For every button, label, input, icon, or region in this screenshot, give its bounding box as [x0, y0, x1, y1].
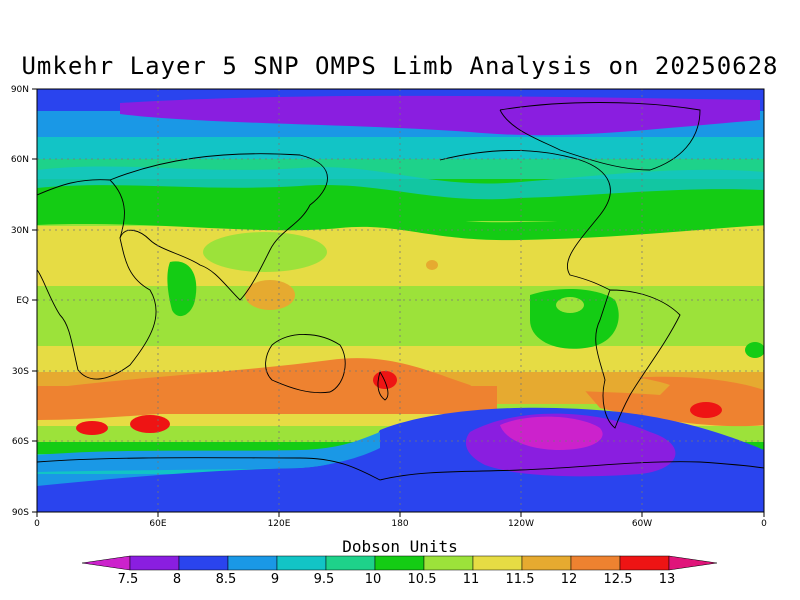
colorbar-label: 9	[271, 572, 279, 587]
colorbar-label: 11.5	[506, 572, 535, 587]
colorbar: 7.5 8 8.5 9 9.5 10 10.5 11 11.5 12 12.5 13	[81, 555, 718, 587]
y-tick-label: EQ	[16, 296, 29, 306]
y-tick-label: 30N	[11, 226, 29, 236]
colorbar-arrow-low	[81, 555, 131, 571]
colorbar-swatch	[619, 555, 670, 571]
x-tick-label: 120W	[508, 519, 534, 529]
colorbar-swatch	[423, 555, 474, 571]
y-tick-label: 60S	[12, 437, 29, 447]
x-tick-label: 60W	[632, 519, 652, 529]
x-tick-label: 0	[761, 519, 767, 529]
colorbar-label: 10.5	[408, 572, 437, 587]
colorbar-label: 8.5	[216, 572, 237, 587]
x-tick-label: 0	[34, 519, 40, 529]
colorbar-swatch	[570, 555, 621, 571]
gridlines	[37, 89, 764, 512]
x-tick-label: 60E	[149, 519, 166, 529]
colorbar-swatch	[374, 555, 425, 571]
colorbar-swatch	[276, 555, 327, 571]
colorbar-swatch	[472, 555, 523, 571]
colorbar-title: Dobson Units	[342, 537, 458, 556]
colorbar-label: 8	[173, 572, 181, 587]
y-tick-label: 90N	[11, 85, 29, 95]
colorbar-label: 10	[365, 572, 382, 587]
colorbar-label: 12.5	[604, 572, 633, 587]
colorbar-label: 9.5	[314, 572, 335, 587]
colorbar-label: 11	[463, 572, 480, 587]
coastlines	[37, 102, 764, 481]
y-tick-label: 60N	[11, 155, 29, 165]
x-tick-label: 120E	[268, 519, 291, 529]
colorbar-swatch	[325, 555, 376, 571]
axis-ticks	[32, 88, 765, 517]
y-tick-label: 30S	[12, 367, 29, 377]
ozone-field	[37, 89, 764, 512]
colorbar-label: 12	[561, 572, 578, 587]
colorbar-swatch	[129, 555, 180, 571]
colorbar-label: 7.5	[118, 572, 139, 587]
colorbar-label: 13	[659, 572, 676, 587]
y-tick-label: 90S	[12, 508, 29, 518]
colorbar-swatch	[227, 555, 278, 571]
colorbar-swatch	[521, 555, 572, 571]
colorbar-swatch	[178, 555, 229, 571]
colorbar-arrow-high	[668, 555, 718, 571]
map-title: Umkehr Layer 5 SNP OMPS Limb Analysis on…	[21, 52, 779, 80]
x-tick-label: 180	[391, 519, 408, 529]
